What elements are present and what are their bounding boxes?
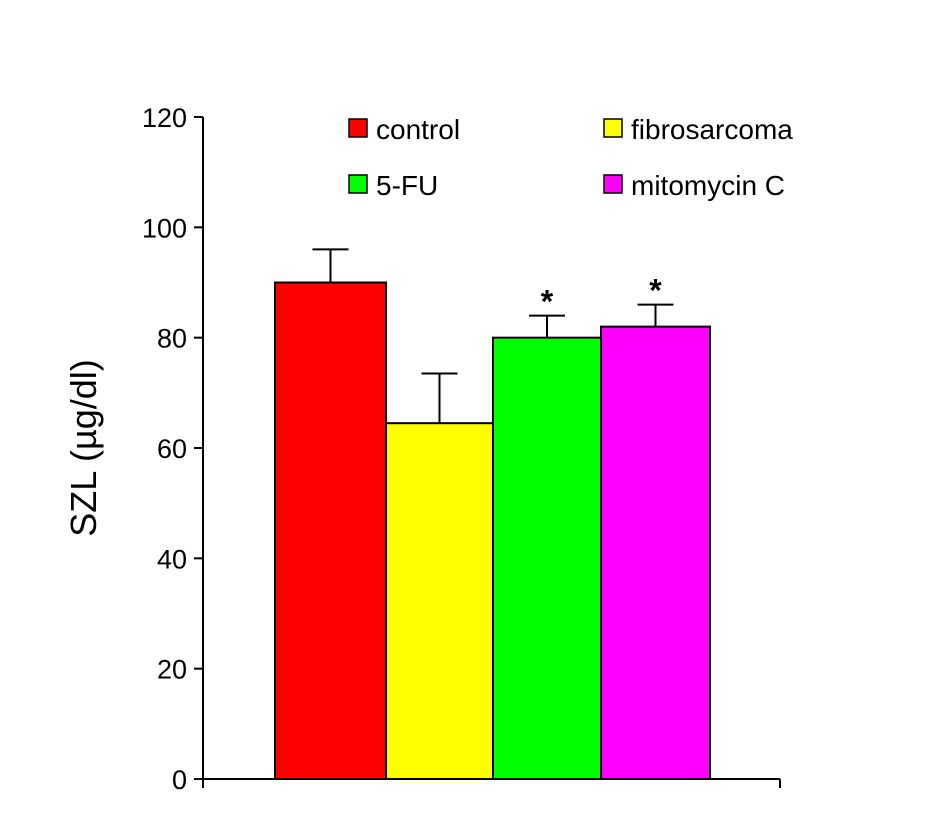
y-tick-label: 0	[172, 765, 187, 795]
bar-fibrosarcoma	[385, 422, 494, 780]
significance-marker: *	[649, 273, 662, 309]
y-tick-label: 120	[142, 103, 187, 133]
y-tick-label: 20	[157, 655, 187, 685]
legend-swatch	[348, 118, 368, 138]
legend-swatch	[603, 174, 623, 194]
bar-control	[274, 281, 387, 780]
legend-label: mitomycin C	[631, 170, 785, 201]
legend-label: fibrosarcoma	[631, 114, 793, 145]
legend-label: 5-FU	[376, 170, 438, 201]
y-tick-label: 100	[142, 213, 187, 243]
y-tick-label: 60	[157, 434, 187, 464]
bar-5-FU	[492, 336, 602, 780]
y-axis-label: SZL (µg/dl)	[63, 359, 104, 536]
legend-label: control	[376, 114, 460, 145]
y-tick-label: 80	[157, 324, 187, 354]
significance-marker: *	[541, 284, 554, 320]
bar-mitomycin-C	[600, 325, 711, 780]
legend-swatch	[603, 118, 623, 138]
legend-swatch	[348, 174, 368, 194]
y-tick-label: 40	[157, 544, 187, 574]
